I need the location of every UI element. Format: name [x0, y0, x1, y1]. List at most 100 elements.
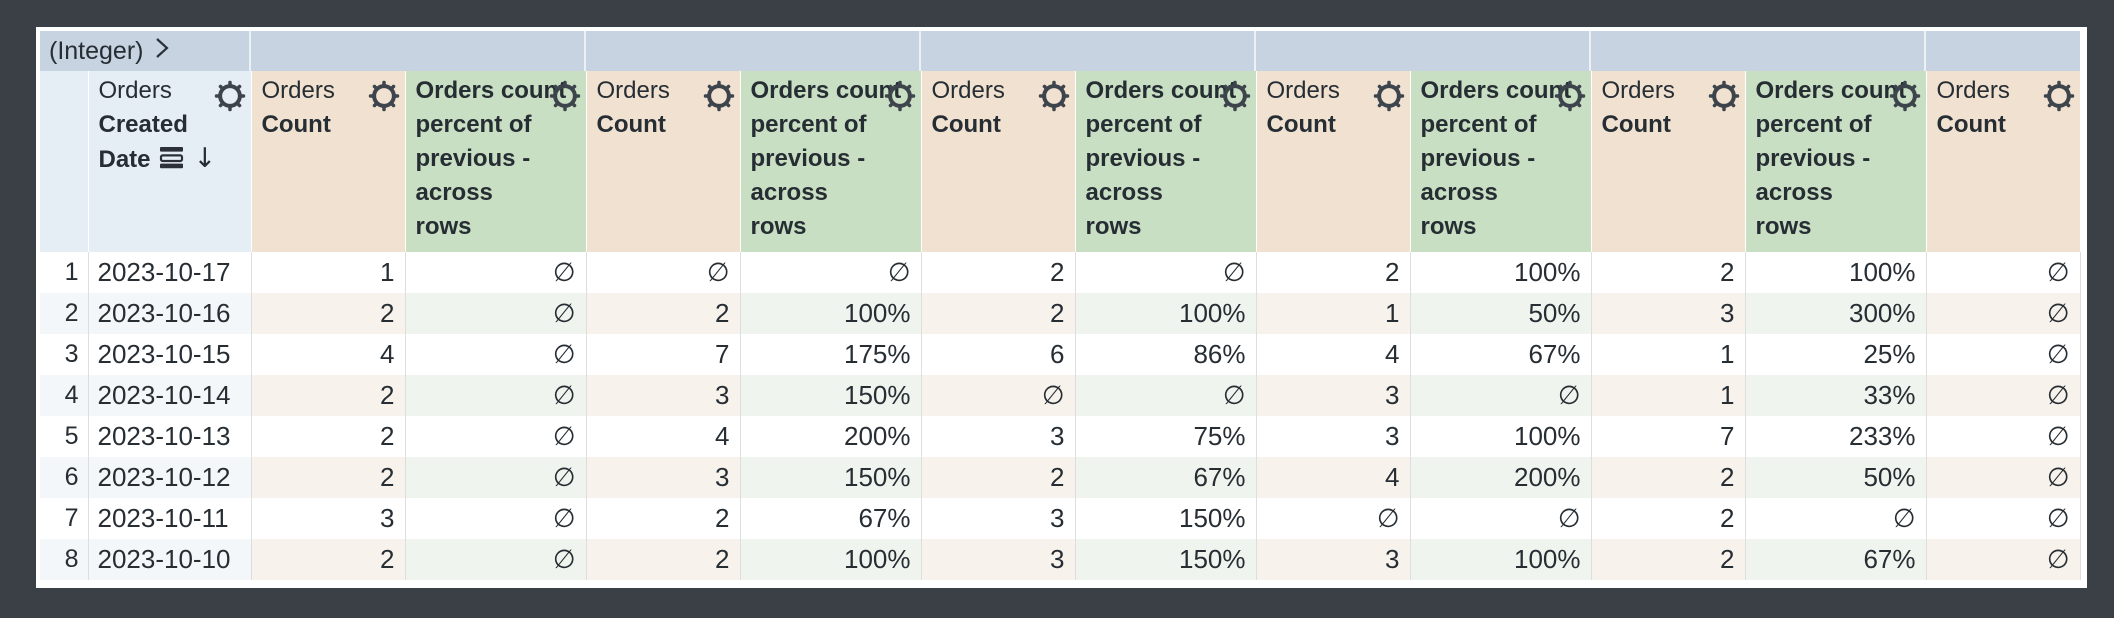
count-cell[interactable]: 2	[1591, 252, 1746, 293]
date-cell[interactable]: 2023-10-17	[88, 252, 252, 293]
count-cell[interactable]: 3	[251, 498, 406, 539]
percent-cell[interactable]: 100%	[1410, 416, 1592, 457]
count-cell[interactable]: 1	[251, 252, 406, 293]
count-cell[interactable]: 7	[586, 334, 741, 375]
date-cell[interactable]: 2023-10-10	[88, 539, 252, 580]
count-cell[interactable]: 2	[586, 293, 741, 334]
pivot-field-label[interactable]: (Integer)	[40, 31, 251, 71]
count-cell[interactable]: 2	[251, 293, 406, 334]
percent-cell[interactable]: 67%	[1410, 334, 1592, 375]
count-cell[interactable]: 4	[586, 416, 741, 457]
count-cell[interactable]: ∅	[921, 375, 1076, 416]
date-cell[interactable]: 2023-10-11	[88, 498, 252, 539]
count-cell[interactable]: 2	[251, 416, 406, 457]
count-cell[interactable]: ∅	[1926, 539, 2081, 580]
percent-cell[interactable]: ∅	[405, 375, 587, 416]
column-header-orders-created-date[interactable]: Orders Created Date ↓	[88, 71, 252, 252]
percent-cell[interactable]: 67%	[740, 498, 922, 539]
percent-cell[interactable]: ∅	[405, 334, 587, 375]
gear-icon[interactable]	[1373, 80, 1405, 112]
column-header-orders-count-2[interactable]: Orders Count	[586, 71, 741, 252]
percent-cell[interactable]: ∅	[405, 539, 587, 580]
count-cell[interactable]: 2	[1591, 539, 1746, 580]
percent-cell[interactable]: ∅	[1075, 375, 1257, 416]
percent-cell[interactable]: 86%	[1075, 334, 1257, 375]
gear-icon[interactable]	[214, 80, 246, 112]
column-header-orders-count-3[interactable]: Orders Count	[921, 71, 1076, 252]
count-cell[interactable]: 3	[586, 457, 741, 498]
column-header-percent-of-previous-2[interactable]: Orders count percent of previous - acros…	[740, 71, 922, 252]
count-cell[interactable]: 1	[1256, 293, 1411, 334]
percent-cell[interactable]: ∅	[1745, 498, 1927, 539]
count-cell[interactable]: ∅	[1256, 498, 1411, 539]
column-header-percent-of-previous-3[interactable]: Orders count percent of previous - acros…	[1075, 71, 1257, 252]
count-cell[interactable]: 2	[251, 375, 406, 416]
count-cell[interactable]: 2	[586, 539, 741, 580]
percent-cell[interactable]: 100%	[740, 539, 922, 580]
percent-cell[interactable]: 150%	[740, 375, 922, 416]
count-cell[interactable]: 2	[1591, 457, 1746, 498]
gear-icon[interactable]	[1038, 80, 1070, 112]
percent-cell[interactable]: 33%	[1745, 375, 1927, 416]
percent-cell[interactable]: ∅	[1410, 375, 1592, 416]
count-cell[interactable]: 3	[921, 539, 1076, 580]
gear-icon[interactable]	[368, 80, 400, 112]
percent-cell[interactable]: 100%	[1075, 293, 1257, 334]
date-cell[interactable]: 2023-10-16	[88, 293, 252, 334]
percent-cell[interactable]: 175%	[740, 334, 922, 375]
percent-cell[interactable]: 150%	[1075, 539, 1257, 580]
column-header-orders-count-5[interactable]: Orders Count	[1591, 71, 1746, 252]
percent-cell[interactable]: 100%	[740, 293, 922, 334]
count-cell[interactable]: ∅	[1926, 293, 2081, 334]
count-cell[interactable]: 2	[921, 293, 1076, 334]
count-cell[interactable]: 3	[921, 416, 1076, 457]
percent-cell[interactable]: ∅	[1075, 252, 1257, 293]
percent-cell[interactable]: ∅	[405, 457, 587, 498]
date-cell[interactable]: 2023-10-12	[88, 457, 252, 498]
percent-cell[interactable]: 50%	[1745, 457, 1927, 498]
count-cell[interactable]: ∅	[1926, 416, 2081, 457]
gear-icon[interactable]	[2043, 80, 2075, 112]
column-header-orders-count-6[interactable]: Orders Count	[1926, 71, 2081, 252]
percent-cell[interactable]: 100%	[1410, 252, 1592, 293]
count-cell[interactable]: 3	[921, 498, 1076, 539]
date-cell[interactable]: 2023-10-14	[88, 375, 252, 416]
count-cell[interactable]: 3	[1256, 416, 1411, 457]
percent-cell[interactable]: ∅	[405, 498, 587, 539]
percent-cell[interactable]: ∅	[405, 252, 587, 293]
count-cell[interactable]: ∅	[1926, 334, 2081, 375]
count-cell[interactable]: 3	[1256, 539, 1411, 580]
column-header-percent-of-previous-4[interactable]: Orders count percent of previous - acros…	[1410, 71, 1592, 252]
percent-cell[interactable]: ∅	[740, 252, 922, 293]
percent-cell[interactable]: 50%	[1410, 293, 1592, 334]
count-cell[interactable]: ∅	[1926, 457, 2081, 498]
column-header-orders-count-4[interactable]: Orders Count	[1256, 71, 1411, 252]
gear-icon[interactable]	[549, 80, 581, 112]
count-cell[interactable]: 2	[251, 539, 406, 580]
percent-cell[interactable]: 233%	[1745, 416, 1927, 457]
gear-icon[interactable]	[703, 80, 735, 112]
count-cell[interactable]: 7	[1591, 416, 1746, 457]
gear-icon[interactable]	[884, 80, 916, 112]
count-cell[interactable]: 4	[1256, 457, 1411, 498]
percent-cell[interactable]: 100%	[1410, 539, 1592, 580]
percent-cell[interactable]: 300%	[1745, 293, 1927, 334]
count-cell[interactable]: 6	[921, 334, 1076, 375]
date-cell[interactable]: 2023-10-15	[88, 334, 252, 375]
column-header-orders-count-1[interactable]: Orders Count	[251, 71, 406, 252]
gear-icon[interactable]	[1889, 80, 1921, 112]
count-cell[interactable]: 3	[1591, 293, 1746, 334]
count-cell[interactable]: 1	[1591, 375, 1746, 416]
percent-cell[interactable]: 25%	[1745, 334, 1927, 375]
count-cell[interactable]: 2	[586, 498, 741, 539]
count-cell[interactable]: 2	[1591, 498, 1746, 539]
column-header-percent-of-previous-5[interactable]: Orders count percent of previous - acros…	[1745, 71, 1927, 252]
percent-cell[interactable]: 150%	[1075, 498, 1257, 539]
gear-icon[interactable]	[1554, 80, 1586, 112]
count-cell[interactable]: 3	[1256, 375, 1411, 416]
count-cell[interactable]: 1	[1591, 334, 1746, 375]
percent-cell[interactable]: 67%	[1745, 539, 1927, 580]
percent-cell[interactable]: ∅	[1410, 498, 1592, 539]
percent-cell[interactable]: ∅	[405, 293, 587, 334]
percent-cell[interactable]: 200%	[1410, 457, 1592, 498]
